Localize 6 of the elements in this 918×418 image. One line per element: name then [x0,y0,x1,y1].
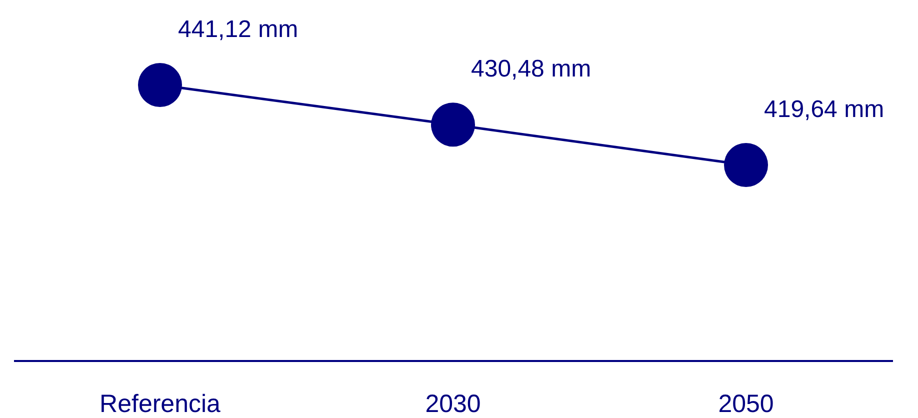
data-label: 441,12 mm [178,16,298,43]
data-label: 430,48 mm [471,56,592,83]
x-tick-label: 2030 [425,390,481,418]
data-label: 419,64 mm [764,96,884,123]
x-tick-label: Referencia [100,390,221,418]
x-tick-label: 2050 [718,390,774,418]
